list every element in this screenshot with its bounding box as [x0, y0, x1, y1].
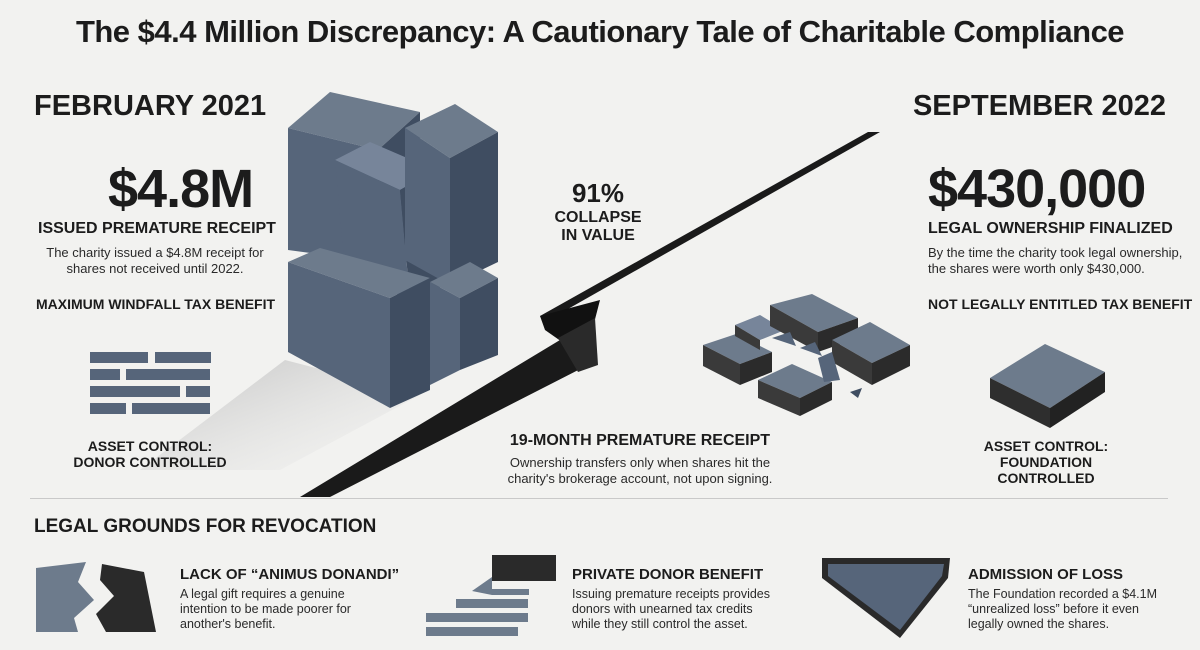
legal-item-description: Issuing premature receipts provides dono… — [572, 587, 771, 631]
asset-control-foundation: ASSET CONTROL: FOUNDATION CONTROLLED — [983, 438, 1109, 486]
collapse-stat: 91% COLLAPSE IN VALUE — [554, 178, 642, 244]
start-date: FEBRUARY 2021 — [34, 90, 267, 122]
section-divider — [30, 498, 1168, 499]
final-value-amount: $430,000 — [928, 159, 1146, 219]
value-crack — [300, 132, 880, 497]
stacked-share-blocks — [288, 92, 498, 408]
receipt-amount: $4.8M — [108, 159, 254, 219]
tower-shadow — [140, 360, 420, 470]
legal-item-title: LACK OF “ANIMUS DONANDI” — [180, 566, 400, 583]
legal-item-title: PRIVATE DONOR BENEFIT — [572, 566, 764, 583]
foundation-slab — [990, 344, 1105, 428]
end-date: SEPTEMBER 2022 — [912, 90, 1166, 122]
loss-slab-icon — [822, 558, 950, 638]
premature-receipt-description: Ownership transfers only when shares hit… — [507, 455, 773, 486]
brick-icon — [90, 352, 211, 414]
broken-shape-icon — [36, 562, 156, 632]
ownership-subtitle: LEGAL OWNERSHIP FINALIZED — [928, 220, 1173, 237]
asset-control-donor: ASSET CONTROL: DONOR CONTROLLED — [73, 438, 227, 470]
ownership-description: By the time the charity took legal owner… — [928, 245, 1183, 276]
legal-grounds-heading: LEGAL GROUNDS FOR REVOCATION — [34, 516, 377, 537]
transfer-arrow-icon — [426, 555, 556, 636]
shattered-share-blocks — [703, 294, 910, 416]
legal-item-description: The Foundation recorded a $4.1M “unreali… — [968, 587, 1158, 631]
legal-item-description: A legal gift requires a genuine intentio… — [180, 587, 351, 631]
not-entitled-benefit-label: NOT LEGALLY ENTITLED TAX BENEFIT — [928, 296, 1193, 312]
tax-benefit-label: MAXIMUM WINDFALL TAX BENEFIT — [36, 296, 276, 312]
legal-item-title: ADMISSION OF LOSS — [968, 566, 1124, 583]
receipt-description: The charity issued a $4.8M receipt for s… — [46, 245, 264, 276]
receipt-subtitle: ISSUED PREMATURE RECEIPT — [38, 220, 276, 237]
page-title: The $4.4 Million Discrepancy: A Cautiona… — [75, 14, 1125, 49]
premature-receipt-title: 19-MONTH PREMATURE RECEIPT — [509, 432, 771, 449]
